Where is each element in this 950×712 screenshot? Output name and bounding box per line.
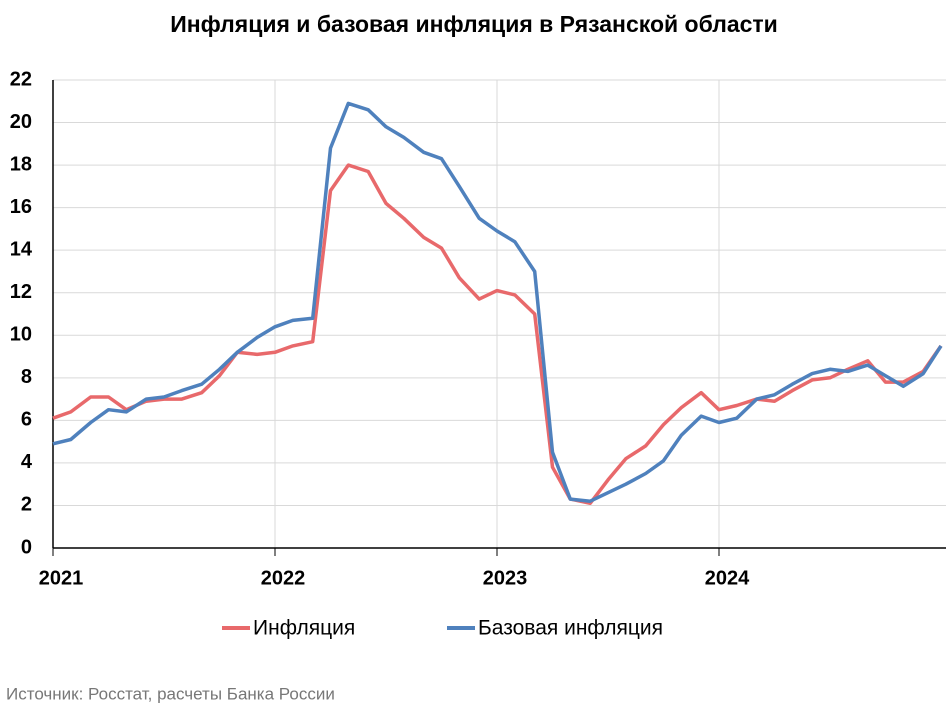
x-tick-label: 2023	[483, 567, 528, 589]
series-line	[52, 101, 943, 503]
y-tick-label: 4	[21, 451, 33, 473]
x-tick-label: 2021	[39, 567, 84, 589]
series-line	[52, 163, 943, 506]
y-tick-label: 16	[10, 196, 32, 218]
y-tick-label: 12	[10, 281, 32, 303]
x-tick-label: 2022	[261, 567, 306, 589]
y-tick-label: 0	[21, 536, 32, 558]
y-tick-label: 8	[21, 366, 32, 388]
y-tick-label: 10	[10, 324, 32, 346]
chart-title: Инфляция и базовая инфляция в Рязанской …	[170, 11, 778, 37]
y-tick-label: 2	[21, 494, 32, 516]
source-note: Источник: Росстат, расчеты Банка России	[6, 684, 335, 703]
y-tick-label: 18	[10, 153, 32, 175]
y-tick-label: 14	[10, 238, 33, 260]
legend-label: Базовая инфляция	[478, 617, 663, 640]
y-tick-label: 22	[10, 68, 32, 90]
legend-label: Инфляция	[253, 617, 355, 640]
y-tick-label: 20	[10, 111, 32, 133]
y-tick-label: 6	[21, 409, 32, 431]
x-tick-label: 2024	[705, 567, 750, 589]
